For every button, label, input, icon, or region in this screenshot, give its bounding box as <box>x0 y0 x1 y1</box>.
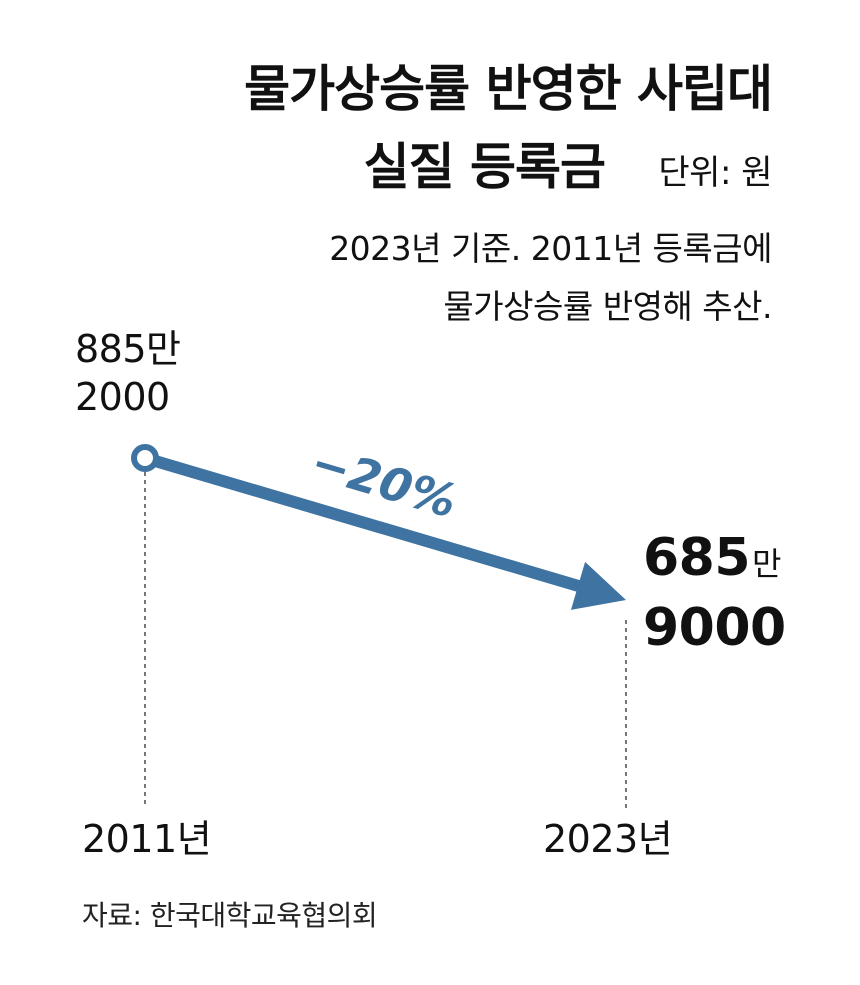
data-label-2011-line-2: 2000 <box>75 375 170 419</box>
chart-title-line-2: 실질 등록금 <box>363 138 606 196</box>
data-point-2011 <box>131 444 159 472</box>
data-label-2023: 685만 9000 <box>643 526 786 660</box>
chart-title-line-1: 물가상승률 반영한 사립대 <box>244 60 773 118</box>
data-label-2023-line-1: 685만 <box>643 526 786 596</box>
data-label-2023-number: 685 <box>643 528 751 588</box>
x-tick-label-2011: 2011년 <box>82 817 212 861</box>
trend-arrow-shaft <box>143 452 584 593</box>
source-note: 자료: 한국대학교육협의회 <box>82 899 378 932</box>
data-label-2011: 885만 2000 <box>75 325 181 421</box>
subtitle-line-2: 물가상승률 반영해 추산. <box>443 287 772 326</box>
unit-label: 단위: 원 <box>658 153 772 193</box>
data-label-2011-line-1: 885만 <box>75 327 181 371</box>
data-label-2023-unit: 만 <box>752 545 781 583</box>
x-tick-label-2023: 2023년 <box>543 817 673 861</box>
trend-arrow-head <box>570 561 626 610</box>
data-label-2023-line-2: 9000 <box>643 598 786 658</box>
subtitle-line-1: 2023년 기준. 2011년 등록금에 <box>329 229 772 268</box>
